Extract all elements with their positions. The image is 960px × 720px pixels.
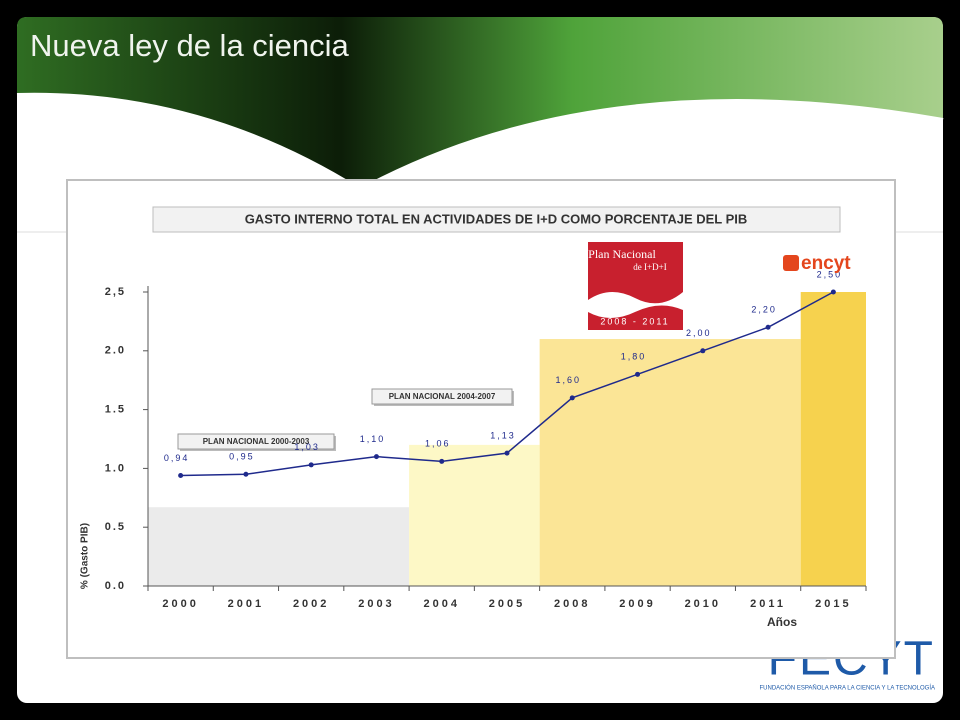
x-tick-label: 2009 — [619, 598, 655, 610]
fecyt-subtitle: FUNDACIÓN ESPAÑOLA PARA LA CIENCIA Y LA … — [759, 685, 935, 692]
encyt-icon — [783, 255, 799, 271]
period-label-box — [177, 433, 335, 450]
y-axis-label: % (Gasto PIB) — [80, 523, 91, 589]
value-label: 1,06 — [425, 439, 451, 449]
value-label: 1,80 — [621, 352, 647, 362]
data-point — [308, 462, 314, 468]
data-point — [635, 371, 641, 377]
y-tick-label: 0.0 — [105, 580, 126, 592]
plot: PLAN NACIONAL 2000-2003 PLAN NACIONAL 200… — [80, 269, 867, 629]
data-point — [765, 324, 771, 330]
x-tick-label: 2001 — [228, 598, 264, 610]
header-swoosh — [16, 92, 944, 193]
value-label: 2,20 — [751, 305, 777, 315]
encyt-logo: encyt — [801, 253, 851, 274]
x-tick-label: 2005 — [489, 598, 525, 610]
x-tick-label: 2004 — [423, 598, 459, 610]
period-label-box — [371, 388, 513, 405]
chart-title: GASTO INTERNO TOTAL EN ACTIVIDADES DE I+… — [245, 211, 748, 226]
x-tick-label: 2010 — [685, 598, 721, 610]
x-tick-label: 2015 — [815, 598, 851, 610]
period-band — [409, 444, 540, 586]
data-point — [700, 348, 706, 354]
period-label: PLAN NACIONAL 2000-2003 — [203, 437, 310, 446]
value-label: 1,10 — [360, 434, 386, 444]
x-tick-label: 2002 — [293, 598, 329, 610]
value-label: 1,03 — [294, 442, 320, 452]
data-point — [373, 454, 379, 460]
data-point — [439, 458, 445, 464]
value-label: 0,95 — [229, 452, 255, 462]
plan-nacional-name: Plan Nacional — [588, 247, 656, 261]
x-tick-label: 2011 — [750, 598, 786, 610]
period-band — [148, 507, 410, 586]
value-label: 1,13 — [490, 430, 516, 440]
x-tick-label: 2000 — [162, 598, 198, 610]
y-tick-label: 0.5 — [105, 521, 126, 533]
header-banner — [17, 17, 943, 190]
chart-title-box — [152, 206, 841, 233]
data-point — [830, 289, 836, 295]
value-label: 2,00 — [686, 328, 712, 338]
data-point — [569, 395, 575, 401]
data-point — [504, 450, 510, 456]
plan-nacional-waves — [588, 291, 683, 318]
y-tick-label: 1.5 — [105, 404, 126, 416]
slide-title: Nueva ley de la ciencia — [30, 28, 350, 63]
period-label: PLAN NACIONAL 2004-2007 — [389, 392, 496, 401]
plan-nacional-years: 2008 - 2011 — [600, 316, 669, 326]
y-tick-label: 2,5 — [105, 286, 126, 298]
value-label: 2,50 — [817, 269, 843, 279]
value-label: 0,94 — [164, 453, 190, 463]
data-point — [243, 471, 249, 477]
x-tick-label: 2003 — [358, 598, 394, 610]
data-point — [178, 472, 184, 478]
plan-nacional-subtitle: de I+D+I — [633, 262, 666, 272]
y-tick-label: 2.0 — [105, 345, 126, 357]
period-band — [800, 292, 866, 586]
period-band — [539, 339, 801, 586]
x-axis-label: Años — [767, 615, 797, 629]
value-label: 1,60 — [556, 375, 582, 385]
y-tick-label: 1.0 — [105, 462, 126, 474]
x-tick-label: 2008 — [554, 598, 590, 610]
